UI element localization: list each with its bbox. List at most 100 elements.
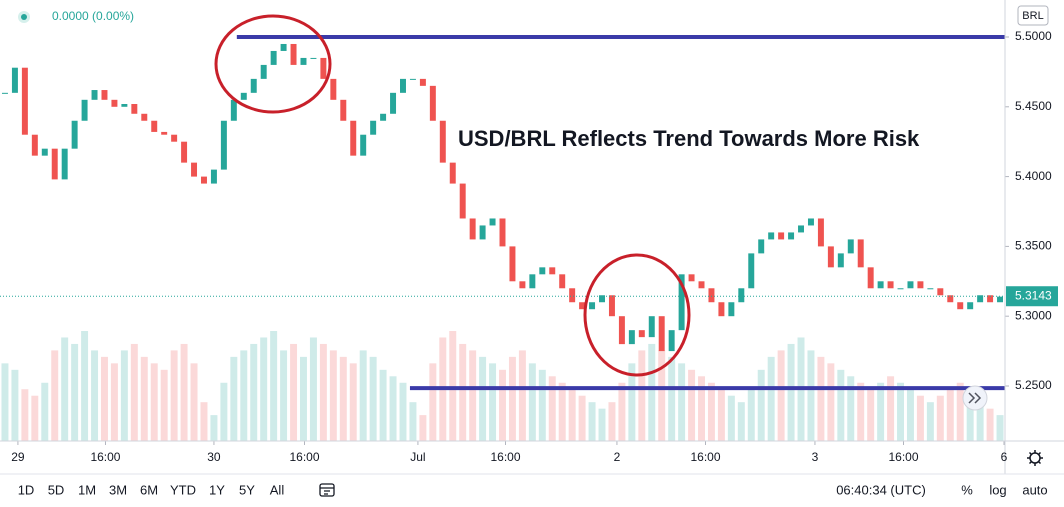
volume-bar xyxy=(638,350,646,441)
volume-bar xyxy=(747,389,755,441)
candle xyxy=(390,92,397,114)
candle xyxy=(280,43,287,51)
volume-bar xyxy=(300,356,307,441)
scale-option[interactable]: % xyxy=(961,482,973,497)
compare-icon[interactable] xyxy=(319,483,335,497)
x-tick-label: 16:00 xyxy=(888,450,918,464)
volume-bar xyxy=(230,356,238,441)
range-button[interactable]: 1D xyxy=(18,482,35,497)
compare-icon-frame[interactable] xyxy=(319,483,335,497)
volume-bar xyxy=(309,337,317,441)
settings-icon[interactable] xyxy=(1027,450,1043,466)
candle xyxy=(877,281,884,289)
candle xyxy=(41,148,48,156)
volume-bar xyxy=(91,350,99,441)
candle xyxy=(400,78,406,93)
annotation-layer xyxy=(0,34,1005,391)
x-tick-label: 16:00 xyxy=(490,450,520,464)
candle xyxy=(897,288,904,290)
candle xyxy=(798,225,804,233)
volume-bar xyxy=(897,382,905,441)
range-button[interactable]: YTD xyxy=(170,482,196,497)
scroll-icon[interactable] xyxy=(968,392,982,404)
range-button[interactable]: 3M xyxy=(109,482,127,497)
candle xyxy=(519,281,526,289)
clock[interactable]: 06:40:34 (UTC) xyxy=(836,482,926,497)
volume-bar xyxy=(81,331,89,441)
candle xyxy=(479,225,486,240)
volume-bar xyxy=(608,402,616,441)
candle xyxy=(1,92,8,94)
candle xyxy=(220,120,227,170)
volume-bar xyxy=(877,382,885,441)
candle xyxy=(708,288,715,303)
currency-badge[interactable] xyxy=(1017,5,1049,26)
candle xyxy=(967,302,974,310)
range-button[interactable]: 5Y xyxy=(239,482,255,497)
candle xyxy=(61,148,68,180)
candle xyxy=(937,288,944,296)
range-button[interactable]: 1Y xyxy=(209,482,225,497)
volume-bar xyxy=(956,382,964,441)
volume-bar xyxy=(220,382,228,441)
gear-teeth[interactable] xyxy=(1027,450,1043,466)
candle xyxy=(559,274,566,289)
candle xyxy=(569,288,576,303)
volume-bar xyxy=(807,350,815,441)
candle xyxy=(380,113,387,121)
volume-bar xyxy=(369,356,377,441)
volume-bar xyxy=(120,350,128,441)
candle xyxy=(847,239,854,254)
volume-bar xyxy=(817,356,825,441)
candle xyxy=(300,57,307,65)
scroll-button[interactable] xyxy=(962,385,988,411)
candle xyxy=(171,134,178,142)
volume-bar xyxy=(11,369,19,441)
volume-bar xyxy=(996,415,1004,441)
candle xyxy=(210,169,217,184)
volume-bar xyxy=(140,356,148,441)
scale-option[interactable]: log xyxy=(989,482,1006,497)
candle xyxy=(31,134,38,156)
candle xyxy=(668,330,675,352)
candle xyxy=(270,50,277,65)
candle xyxy=(260,64,267,79)
volume-bar xyxy=(648,343,656,441)
volume-bar xyxy=(628,363,636,441)
candle xyxy=(837,253,844,268)
volume-bar xyxy=(936,395,944,441)
volume-bar xyxy=(558,382,566,441)
volume-bar xyxy=(290,343,298,441)
volume-bar xyxy=(41,382,49,441)
candle xyxy=(71,120,78,149)
volume-bar xyxy=(986,408,994,441)
candle xyxy=(439,120,446,163)
y-tick-label: 5.3500 xyxy=(1015,239,1052,253)
candle xyxy=(957,302,964,310)
volume-bar xyxy=(349,363,357,441)
candle xyxy=(191,162,198,177)
volume-bar xyxy=(578,395,586,441)
candle xyxy=(648,316,655,338)
volume-bar xyxy=(429,363,437,441)
range-button[interactable]: All xyxy=(270,482,285,497)
candle xyxy=(857,239,864,268)
candle xyxy=(91,90,98,100)
volume-bar xyxy=(479,356,487,441)
candle xyxy=(230,99,237,121)
range-button[interactable]: 5D xyxy=(48,482,65,497)
compare-icon-lines[interactable] xyxy=(320,487,334,495)
volume-bar xyxy=(499,369,506,441)
y-tick-label: 5.4000 xyxy=(1015,169,1052,183)
range-button[interactable]: 6M xyxy=(140,482,158,497)
volume-bar xyxy=(170,350,178,441)
volume-bar xyxy=(180,343,188,441)
x-tick-label: 3 xyxy=(812,450,819,464)
volume-bar xyxy=(787,343,795,441)
currency[interactable]: BRL xyxy=(1022,10,1043,22)
range-button[interactable]: 1M xyxy=(78,482,96,497)
scale-option[interactable]: auto xyxy=(1022,482,1047,497)
candle xyxy=(250,78,257,93)
candle xyxy=(11,67,18,93)
